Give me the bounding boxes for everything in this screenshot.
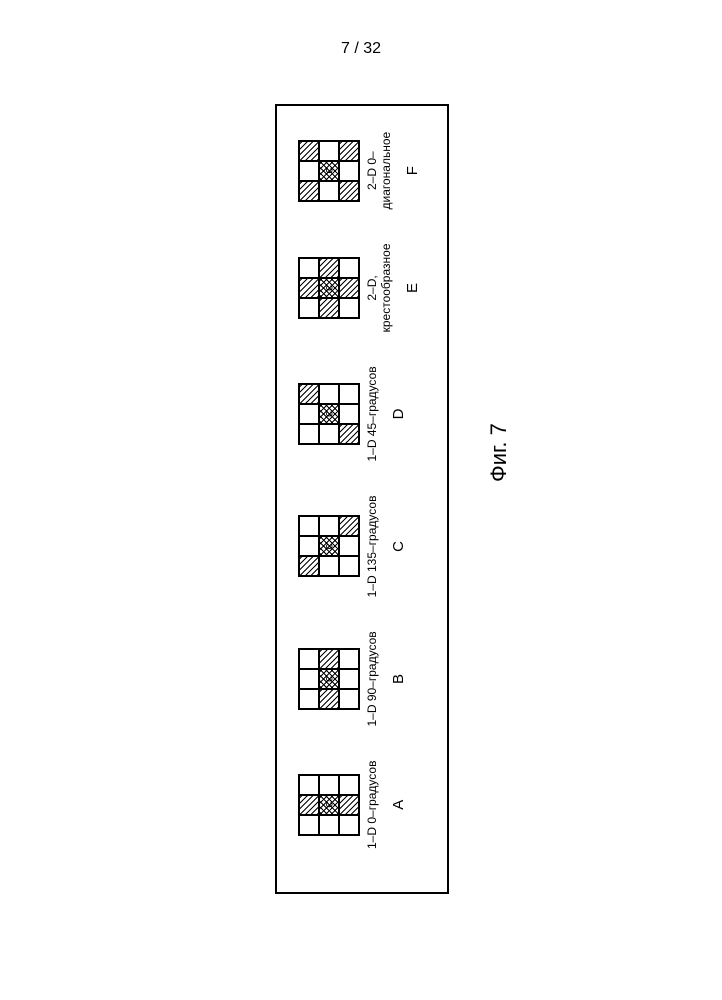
panel-e: 2–D,крестообразное E [298, 244, 421, 333]
cell [299, 536, 319, 556]
cell [339, 298, 359, 318]
cell [299, 181, 319, 201]
panel-b: 1–D 90–градусов B [298, 631, 407, 726]
grid-e [298, 257, 360, 319]
panel-a: 1–D 0–градусов A [298, 761, 407, 849]
panel-label-main: 2–D 0–диагональное [366, 132, 394, 210]
cell [339, 815, 359, 835]
cell [319, 775, 339, 795]
cell [339, 775, 359, 795]
cell [299, 384, 319, 404]
cell [319, 689, 339, 709]
cell [339, 424, 359, 444]
panel-index: E [404, 244, 421, 333]
panel-f: 2–D 0–диагональное F [298, 132, 421, 210]
panel-index: F [404, 132, 421, 210]
cell [319, 669, 339, 689]
cell [299, 278, 319, 298]
panel-label: 2–D,крестообразное E [366, 244, 421, 333]
cell [299, 424, 319, 444]
cell [319, 516, 339, 536]
figure-caption: Фиг. 7 [486, 423, 512, 482]
panel-label: 1–D 90–градусов B [366, 631, 407, 726]
cell [299, 689, 319, 709]
cell [299, 649, 319, 669]
cell [339, 258, 359, 278]
panel-label-main: 1–D 135–градусов [366, 496, 380, 598]
page-number: 7 / 32 [0, 40, 722, 58]
panel-index: A [390, 761, 407, 849]
cell [339, 516, 359, 536]
cell [339, 795, 359, 815]
grid-f [298, 140, 360, 202]
panel-label: 1–D 135–градусов C [366, 496, 407, 598]
cell [299, 141, 319, 161]
panel-row: 1–D 0–градусов A 1–D 90–градусов B 1–D 135–г… [298, 132, 421, 849]
panel-label: 2–D 0–диагональное F [366, 132, 421, 210]
cell [339, 404, 359, 424]
cell [319, 181, 339, 201]
panel-label: 1–D 0–градусов A [366, 761, 407, 849]
cell [319, 278, 339, 298]
panel-d: 1–D 45–градусов D [298, 366, 407, 461]
panel-index: C [390, 496, 407, 598]
cell [319, 424, 339, 444]
cell [319, 556, 339, 576]
grid-a [298, 774, 360, 836]
panel-label-main: 1–D 45–градусов [366, 366, 380, 461]
cell [339, 141, 359, 161]
cell [299, 516, 319, 536]
panel-index: D [390, 366, 407, 461]
cell [319, 298, 339, 318]
panel-c: 1–D 135–градусов C [298, 496, 407, 598]
cell [299, 161, 319, 181]
panel-label-main: 2–D,крестообразное [366, 244, 394, 333]
cell [299, 404, 319, 424]
cell [299, 775, 319, 795]
cell [319, 815, 339, 835]
grid-d [298, 383, 360, 445]
cell [339, 181, 359, 201]
cell [319, 258, 339, 278]
cell [339, 384, 359, 404]
cell [339, 536, 359, 556]
cell [339, 649, 359, 669]
cell [319, 141, 339, 161]
cell [319, 384, 339, 404]
cell [339, 278, 359, 298]
cell [299, 556, 319, 576]
cell [319, 649, 339, 669]
panel-label-main: 1–D 90–градусов [366, 631, 380, 726]
cell [339, 689, 359, 709]
cell [339, 556, 359, 576]
panel-label: 1–D 45–градусов D [366, 366, 407, 461]
cell [319, 536, 339, 556]
figure-content-rotated: 1–D 0–градусов A 1–D 90–градусов B 1–D 135–г… [298, 132, 421, 849]
grid-c [298, 515, 360, 577]
cell [299, 815, 319, 835]
cell [339, 669, 359, 689]
panel-label-main: 1–D 0–градусов [366, 761, 380, 849]
cell [319, 404, 339, 424]
cell [319, 795, 339, 815]
panel-index: B [390, 631, 407, 726]
cell [299, 795, 319, 815]
cell [299, 258, 319, 278]
cell [339, 161, 359, 181]
cell [299, 669, 319, 689]
grid-b [298, 648, 360, 710]
cell [319, 161, 339, 181]
cell [299, 298, 319, 318]
